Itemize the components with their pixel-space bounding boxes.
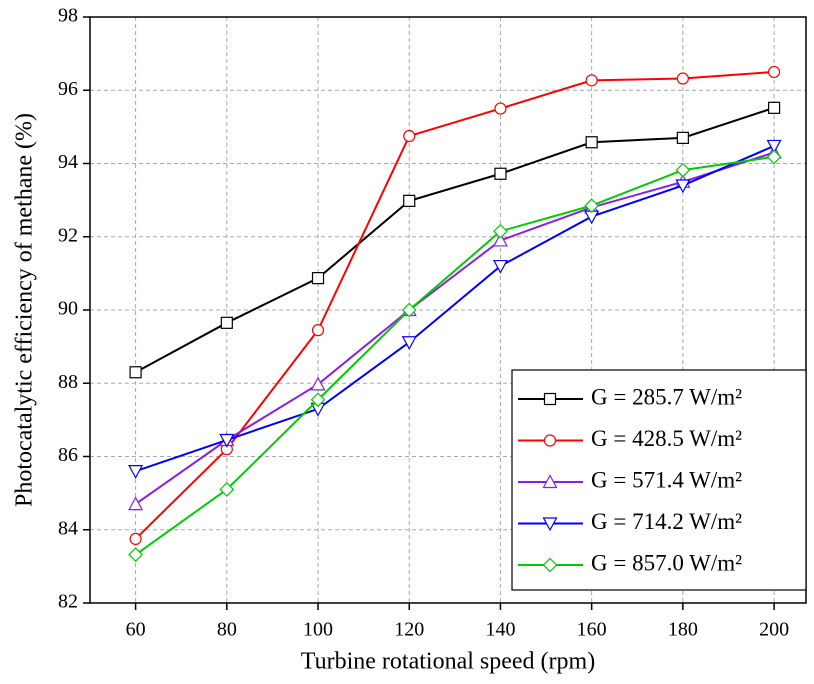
x-tick-label: 100	[303, 619, 333, 641]
x-tick-label: 180	[668, 619, 698, 641]
marker	[311, 272, 325, 285]
series-line	[135, 145, 775, 473]
legend-label: G = 428.5 W/m²	[591, 426, 742, 451]
marker	[403, 194, 416, 207]
marker	[219, 482, 235, 497]
x-tick-label: 80	[217, 619, 237, 641]
y-tick-label: 94	[58, 151, 78, 173]
marker	[675, 162, 691, 178]
marker	[676, 131, 689, 144]
marker	[492, 232, 508, 247]
y-tick-label: 82	[58, 591, 78, 613]
legend-label: G = 857.0 W/m²	[591, 550, 742, 575]
marker	[494, 167, 507, 180]
marker	[675, 179, 691, 194]
y-tick-label: 88	[58, 371, 78, 393]
legend-label: G = 714.2 W/m²	[591, 509, 742, 534]
series-line	[134, 70, 775, 540]
marker	[585, 74, 598, 87]
marker	[542, 517, 558, 532]
legend-label: G = 285.7 W/m²	[591, 384, 742, 409]
legend-box	[511, 369, 807, 591]
x-tick-label: 120	[394, 619, 424, 641]
marker	[766, 149, 782, 165]
marker	[767, 101, 781, 114]
x-tick-label: 60	[126, 619, 146, 641]
series-line	[135, 151, 775, 505]
marker	[128, 496, 144, 511]
marker	[493, 223, 508, 239]
marker	[584, 198, 600, 213]
marker	[543, 434, 557, 447]
marker	[310, 376, 326, 391]
marker	[219, 433, 235, 448]
marker	[767, 65, 781, 79]
y-tick-label: 84	[58, 517, 78, 539]
marker	[129, 532, 142, 546]
marker	[542, 557, 558, 573]
marker	[403, 129, 416, 143]
y-tick-label: 92	[58, 224, 78, 246]
y-axis-title: Photocatalytic efficiency of methane (%)	[12, 113, 38, 507]
legend-label: G = 571.4 W/m²	[591, 467, 742, 492]
marker	[310, 392, 326, 408]
series-line	[135, 155, 775, 556]
marker	[220, 316, 233, 329]
y-tick-label: 90	[58, 298, 78, 320]
marker	[128, 547, 143, 563]
y-tick-label: 96	[58, 78, 78, 100]
marker	[492, 259, 508, 274]
x-tick-label: 140	[485, 619, 515, 641]
marker	[585, 136, 598, 149]
x-axis-title: Turbine rotational speed (rpm)	[301, 649, 595, 675]
marker	[766, 139, 782, 154]
marker	[542, 474, 558, 489]
marker	[129, 366, 142, 379]
series-line	[135, 106, 775, 374]
marker	[401, 336, 417, 350]
y-tick-label: 86	[58, 444, 78, 466]
x-tick-label: 160	[577, 619, 607, 641]
x-tick-label: 200	[759, 619, 789, 641]
marker	[543, 392, 557, 406]
marker	[128, 465, 144, 479]
marker	[311, 324, 325, 337]
plot-frame	[89, 16, 807, 604]
marker	[401, 302, 417, 318]
marker	[494, 102, 507, 115]
y-tick-label: 98	[58, 5, 78, 27]
marker	[676, 72, 689, 85]
